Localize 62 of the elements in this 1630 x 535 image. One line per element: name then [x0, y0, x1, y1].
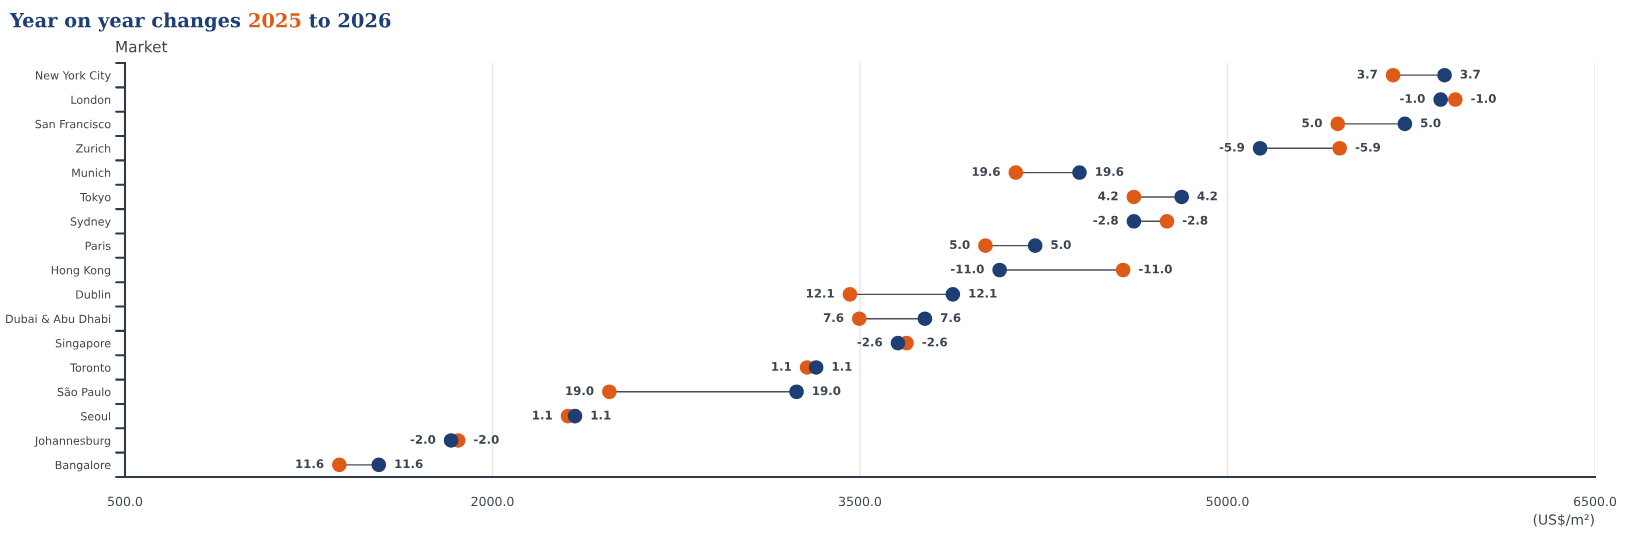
y-axis-title: Market — [116, 40, 168, 53]
annotation: -11.0 — [950, 264, 984, 274]
annotation: 19.6 — [1096, 167, 1124, 177]
annotation: 1.1 — [832, 362, 852, 371]
annotation: -5.9 — [1219, 142, 1245, 152]
x-tick-label: 500.0 — [108, 496, 143, 507]
annotation: 19.6 — [972, 167, 1000, 177]
y-tick-label: Seoul — [81, 411, 111, 421]
x-tick-label: 3500.0 — [839, 496, 882, 507]
annotation: 19.0 — [566, 386, 594, 396]
x-tick-label: 5000.0 — [1206, 496, 1249, 507]
annotation: -2.8 — [1182, 215, 1208, 225]
annotation: 12.1 — [969, 288, 997, 298]
annotation: 4.2 — [1098, 191, 1118, 201]
y-tick-label: Johannesburg — [34, 436, 111, 447]
y-tick-label: São Paulo — [57, 387, 111, 397]
y-tick-label: Dublin — [76, 290, 111, 299]
annotation: 7.6 — [940, 313, 961, 323]
annotation: 5.0 — [1302, 118, 1322, 128]
x-axis-title: (US$/m²) — [1533, 514, 1594, 527]
y-tick-label: Tokyo — [79, 192, 111, 204]
y-tick-label: Hong Kong — [51, 266, 111, 277]
annotation: -2.0 — [410, 434, 436, 444]
annotation: 1.1 — [533, 410, 552, 420]
y-tick-label: Dubai & Abu Dhabi — [6, 314, 111, 324]
annotation: 1.1 — [591, 410, 611, 420]
y-tick-label: Bangalore — [55, 460, 111, 472]
text: 2025 — [249, 12, 301, 28]
annotation: -2.6 — [857, 337, 883, 347]
annotation: -1.0 — [1471, 94, 1496, 103]
x-tick-label: 2000.0 — [471, 496, 514, 507]
y-tick-label: Toronto — [70, 363, 111, 372]
y-tick-label: New York City — [36, 70, 111, 82]
annotation: -2.8 — [1093, 215, 1118, 225]
text: to — [309, 14, 330, 28]
annotation: -2.6 — [922, 337, 948, 347]
chart-title: Year on year changes — [9, 12, 241, 32]
annotation: 4.2 — [1197, 191, 1217, 201]
annotation: 11.6 — [296, 459, 324, 469]
annotation: 3.7 — [1357, 69, 1377, 79]
y-tick-label: Paris — [85, 241, 111, 251]
y-tick-label: Singapore — [55, 338, 111, 350]
annotation: 5.0 — [1421, 118, 1441, 128]
annotation: -11.0 — [1139, 264, 1172, 274]
annotation: 5.0 — [1051, 240, 1071, 250]
annotation: 11.6 — [395, 459, 423, 469]
annotation: 12.1 — [806, 288, 834, 298]
y-tick-label: Sydney — [70, 217, 111, 228]
y-tick-label: London — [71, 95, 111, 104]
x-tick-label: 6500.0 — [1574, 496, 1617, 507]
y-tick-label: Zurich — [76, 144, 111, 153]
annotation: 1.1 — [772, 362, 791, 371]
annotation: 7.6 — [823, 313, 844, 323]
annotation: 19.0 — [813, 386, 841, 396]
y-tick-label: Munich — [72, 168, 111, 177]
annotation: 3.7 — [1460, 69, 1480, 79]
annotation: -5.9 — [1355, 142, 1381, 152]
annotation: -2.0 — [474, 434, 499, 444]
annotation: 5.0 — [950, 240, 970, 250]
annotation: -1.0 — [1400, 94, 1425, 103]
y-tick-label: San Francisco — [35, 119, 111, 129]
text: 2026 — [338, 12, 391, 28]
